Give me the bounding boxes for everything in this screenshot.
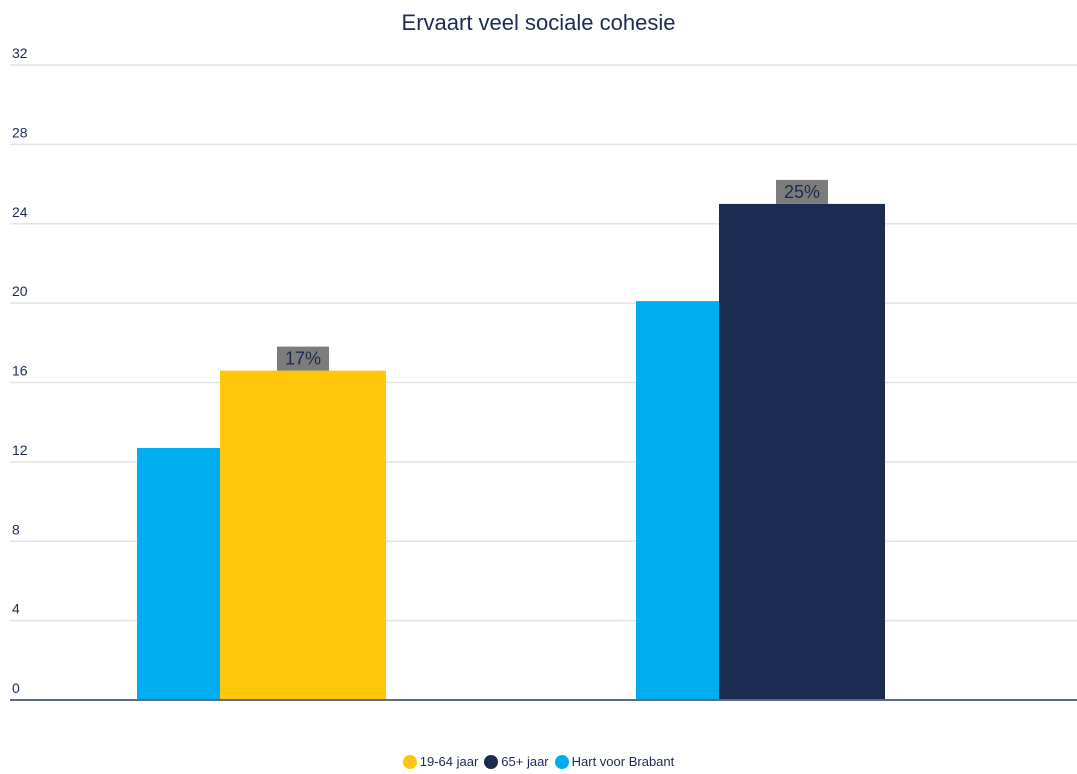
y-tick-label: 32 [12,45,28,61]
legend-item[interactable]: 65+ jaar [484,754,549,769]
y-tick-label: 0 [12,680,20,696]
legend-label: Hart voor Brabant [571,754,675,769]
data-label-background [277,346,329,371]
legend-label: 65+ jaar [501,754,549,769]
bar-hart-voor-brabant [137,447,220,700]
y-tick-label: 20 [12,283,28,299]
bar-chart: 0 4 8 12 16 20 24 28 32 17% 25% [10,45,1077,701]
data-label: 17% [285,349,321,369]
data-label: 25% [784,182,820,202]
legend: 19-64 jaar 65+ jaar Hart voor Brabant [0,754,1077,769]
bar-hart-voor-brabant [636,301,719,700]
legend-item[interactable]: 19-64 jaar [402,754,479,769]
y-axis-ticks: 0 4 8 12 16 20 24 28 32 [12,45,28,696]
y-tick-label: 4 [12,601,20,617]
y-tick-label: 28 [12,124,28,140]
y-tick-label: 16 [12,363,28,379]
data-labels: 17% 25% [277,179,828,371]
chart-title: Ervaart veel sociale cohesie [401,10,676,35]
legend-label: 19-64 jaar [419,754,479,769]
legend-swatch-icon [402,754,417,769]
y-tick-label: 24 [12,204,28,220]
y-tick-label: 8 [12,521,20,537]
bar-19-64-jaar [220,370,386,700]
data-label-background [776,179,828,204]
bars [137,203,885,700]
legend-item[interactable]: Hart voor Brabant [554,754,675,769]
legend-swatch-icon [554,754,569,769]
legend-swatch-icon [484,754,499,769]
bar-65-jaar [719,203,885,700]
y-tick-label: 12 [12,442,28,458]
